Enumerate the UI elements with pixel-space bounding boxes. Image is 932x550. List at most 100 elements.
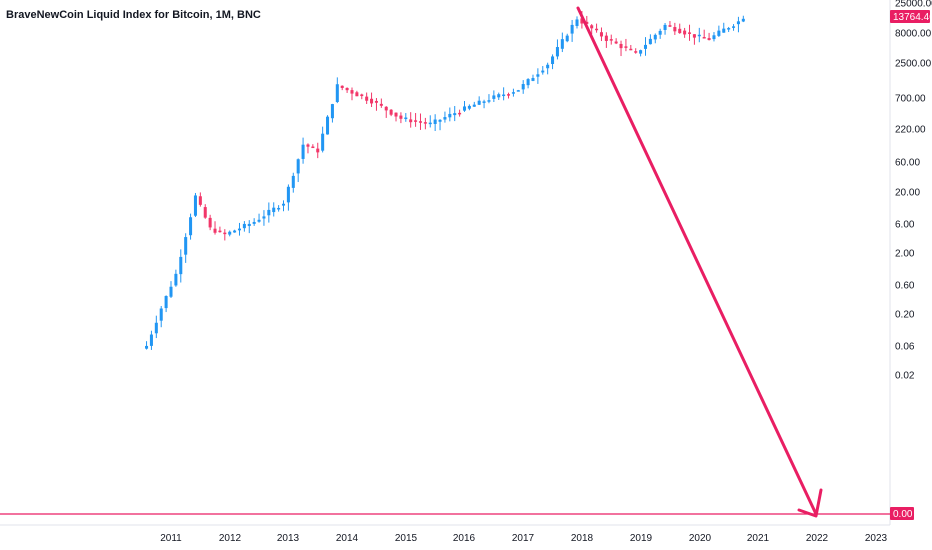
candle-body xyxy=(169,286,173,297)
candle xyxy=(683,27,687,38)
candle-body xyxy=(296,159,300,174)
candle-body xyxy=(458,112,462,115)
candle xyxy=(702,29,706,39)
candle xyxy=(193,192,197,218)
candle-body xyxy=(242,223,246,229)
candle xyxy=(727,26,731,33)
candle-body xyxy=(590,25,594,29)
candle-body xyxy=(673,27,677,32)
candle-body xyxy=(189,217,193,236)
candle xyxy=(477,96,481,106)
candle xyxy=(692,34,696,45)
candle-body xyxy=(198,196,202,205)
candle-body xyxy=(560,39,564,49)
candle xyxy=(688,24,692,41)
candle-body xyxy=(247,223,251,227)
candle xyxy=(399,112,403,124)
candle-body xyxy=(702,37,706,39)
candle xyxy=(590,24,594,35)
candle-body xyxy=(193,195,197,216)
price-tick-label: 700.00 xyxy=(895,94,926,105)
candle xyxy=(164,295,168,313)
candle xyxy=(252,218,256,226)
candle xyxy=(531,74,535,82)
candle-body xyxy=(599,32,603,37)
candle-body xyxy=(570,24,574,34)
candle xyxy=(555,39,559,60)
candle xyxy=(233,229,237,233)
candle xyxy=(223,229,227,241)
candle xyxy=(536,68,540,84)
candle xyxy=(326,115,330,135)
candle-body xyxy=(418,121,422,123)
zero-price-label: 0.00 xyxy=(893,509,913,520)
candle xyxy=(565,33,569,43)
candle xyxy=(467,104,471,111)
time-tick-label: 2021 xyxy=(747,533,770,544)
candle-body xyxy=(453,113,457,116)
candle xyxy=(414,113,418,127)
candle-body xyxy=(281,203,286,206)
candle xyxy=(619,40,623,57)
candle xyxy=(453,106,457,122)
candle-body xyxy=(159,308,163,321)
candle xyxy=(658,28,662,39)
candle-body xyxy=(707,38,711,41)
candle xyxy=(330,103,334,123)
candle-body xyxy=(267,209,271,216)
zero-price-badge: 0.00 xyxy=(890,507,914,520)
candle-body xyxy=(330,104,334,119)
candle-body xyxy=(326,116,330,135)
candle xyxy=(599,27,603,42)
candle-body xyxy=(546,64,550,69)
candle-body xyxy=(585,21,589,24)
price-tick-label: 2.00 xyxy=(895,249,915,260)
candle-body xyxy=(555,47,559,57)
candle-body xyxy=(252,221,256,224)
candle-body xyxy=(624,46,628,48)
chart-title: BraveNewCoin Liquid Index for Bitcoin, 1… xyxy=(6,9,261,21)
candle xyxy=(736,16,740,33)
candle xyxy=(604,32,608,48)
candle xyxy=(678,23,682,34)
candle-body xyxy=(472,104,476,107)
candle xyxy=(560,32,564,53)
candle-body xyxy=(316,148,320,153)
candle-body xyxy=(736,21,740,25)
candle xyxy=(732,24,736,31)
candle-body xyxy=(208,217,212,228)
time-tick-label: 2018 xyxy=(571,533,594,544)
candle-body xyxy=(487,100,491,102)
candle xyxy=(507,92,511,99)
candle-body xyxy=(648,38,652,45)
price-tick-label: 0.60 xyxy=(895,281,915,292)
candle-body xyxy=(541,70,545,73)
candle xyxy=(472,101,476,107)
candle xyxy=(340,85,344,91)
candle-body xyxy=(154,322,158,334)
candle xyxy=(663,22,667,35)
candle xyxy=(448,107,452,122)
candle xyxy=(722,22,726,33)
last-price-badge: 13764.46 xyxy=(890,10,932,23)
candle-body xyxy=(149,334,153,346)
price-tick-label: 25000.00 xyxy=(895,0,932,10)
time-tick-label: 2017 xyxy=(512,533,535,544)
candle-body xyxy=(340,85,344,88)
candle-body xyxy=(370,98,374,104)
candle-body xyxy=(727,28,731,30)
candle xyxy=(634,48,638,54)
candle xyxy=(595,23,599,33)
candle-body xyxy=(741,18,745,22)
candle xyxy=(281,200,286,212)
candle-body xyxy=(462,106,467,111)
candle-body xyxy=(604,35,608,41)
candle-body xyxy=(428,122,432,125)
candle xyxy=(316,142,320,159)
candle xyxy=(350,87,354,101)
candle xyxy=(462,100,467,112)
candle-body xyxy=(692,34,696,38)
candles xyxy=(145,10,745,350)
candle xyxy=(526,78,530,89)
candle xyxy=(614,38,618,45)
